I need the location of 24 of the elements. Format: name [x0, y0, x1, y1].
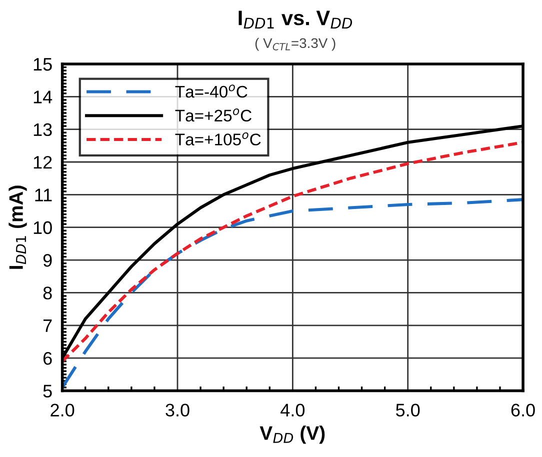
y-tick-label: 14 — [34, 90, 52, 104]
x-tick-label: 2.0 — [50, 404, 74, 416]
y-tick-label: 11 — [35, 188, 52, 202]
y-tick-label: 10 — [34, 221, 52, 234]
y-tick-label: 9 — [43, 254, 52, 267]
x-tick-label: 4.0 — [280, 404, 305, 416]
line-series — [62, 198, 524, 389]
y-tick-label: 5 — [43, 384, 52, 398]
legend-label: Ta=-40$^{o}$C — [175, 84, 248, 98]
y-tick-label: 13 — [34, 123, 52, 136]
y-axis-title: I$_{DD1}$ (mA) — [8, 186, 27, 269]
x-tick-label: 3.0 — [166, 404, 190, 416]
y-tick-label: 12 — [34, 156, 52, 169]
x-tick-label: 5.0 — [396, 404, 420, 416]
legend-label: Ta=+105$^{o}$C — [175, 132, 261, 146]
x-axis-title: V$_{DD}$ (V) — [260, 426, 325, 444]
x-tick-label: 6.0 — [511, 404, 535, 416]
chart-subtitle: ( V$_{CTL}$=3.3V ) — [255, 38, 336, 51]
y-tick-label: 6 — [43, 352, 52, 365]
y-tick-label: 15 — [34, 58, 52, 71]
chart-title: I$_{DD1}$ vs. V$_{DD}$ — [238, 10, 352, 29]
legend-label: Ta=+25$^{o}$C — [175, 108, 252, 122]
y-tick-label: 8 — [43, 286, 52, 300]
y-tick-label: 7 — [43, 320, 52, 332]
